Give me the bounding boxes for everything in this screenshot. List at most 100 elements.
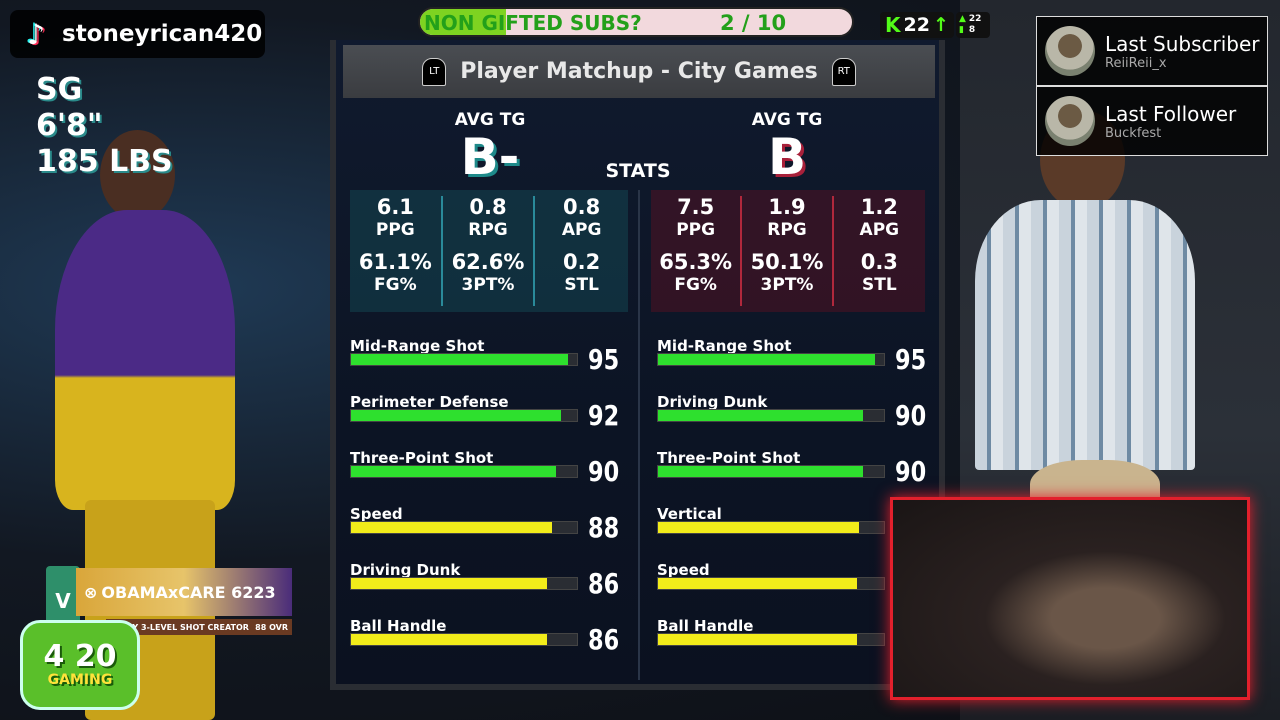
webcam-feed bbox=[890, 497, 1250, 700]
rt-button[interactable]: RT bbox=[831, 57, 856, 86]
attribute-value: 90 bbox=[895, 455, 927, 488]
last-subscriber-title: Last Subscriber bbox=[1105, 31, 1260, 56]
stat-cell: 1.9 RPG bbox=[742, 196, 834, 251]
kick-count: 22 bbox=[903, 14, 930, 36]
attribute-name: Ball Handle bbox=[350, 617, 447, 635]
tiktok-icon: ♪ bbox=[27, 17, 45, 51]
attribute-row: Driving Dunk 90 bbox=[657, 393, 947, 443]
player-banner: ⊗ OBAMAxCARE 6223 bbox=[76, 568, 292, 616]
stat-label: FG% bbox=[674, 275, 717, 295]
stats-label: STATS bbox=[605, 160, 671, 182]
right-grade: B bbox=[767, 128, 807, 186]
sub-goal-count: 2 / 10 bbox=[720, 11, 787, 35]
stat-value: 0.2 bbox=[563, 250, 601, 274]
stat-value: 61.1% bbox=[358, 250, 432, 274]
attribute-row: Three-Point Shot 90 bbox=[350, 449, 640, 499]
stat-value: 62.6% bbox=[451, 250, 525, 274]
attribute-name: Ball Handle bbox=[657, 617, 754, 635]
lt-button[interactable]: LT bbox=[422, 57, 447, 86]
left-player-position: SG bbox=[36, 72, 83, 107]
viewer-count-bottom: 8 bbox=[968, 25, 976, 35]
stat-label: RPG bbox=[468, 220, 508, 240]
stat-label: STL bbox=[861, 275, 897, 295]
center-divider bbox=[638, 190, 640, 680]
stat-cell: 0.2 STL bbox=[535, 251, 628, 306]
attribute-bar-fill bbox=[658, 578, 857, 589]
attribute-value: 86 bbox=[588, 623, 620, 656]
stat-label: FG% bbox=[374, 275, 417, 295]
left-stats-box: 6.1 PPG 0.8 RPG 0.8 APG 61.1% FG% 62.6% 3PT% … bbox=[350, 190, 628, 312]
attribute-value: 95 bbox=[588, 343, 620, 376]
stat-label: STL bbox=[564, 275, 599, 295]
stats-icon: ▲ ▮ bbox=[959, 14, 966, 35]
panel-header: LT Player Matchup - City Games RT bbox=[343, 45, 935, 98]
attribute-bar-fill bbox=[351, 354, 568, 365]
attribute-value: 88 bbox=[588, 511, 620, 544]
attribute-name: Three-Point Shot bbox=[657, 449, 801, 467]
gamertag: OBAMAxCARE 6223 bbox=[101, 582, 276, 602]
arrow-up-icon: ↑ bbox=[932, 14, 949, 36]
stat-label: 3PT% bbox=[461, 275, 515, 295]
attribute-bar bbox=[350, 577, 578, 590]
stat-value: 6.1 bbox=[376, 195, 414, 219]
right-grade-label: AVG TG bbox=[751, 110, 823, 130]
stat-cell: 0.3 STL bbox=[834, 251, 925, 306]
last-follower-name: Buckfest bbox=[1105, 125, 1162, 141]
attribute-name: Mid-Range Shot bbox=[657, 337, 792, 355]
attribute-bar bbox=[657, 577, 885, 590]
stat-value: 7.5 bbox=[677, 195, 715, 219]
420-gaming-logo: 4 20 GAMING bbox=[20, 620, 140, 710]
attribute-bar bbox=[657, 633, 885, 646]
subscriber-avatar bbox=[1045, 26, 1095, 76]
left-player-weight: 185 LBS bbox=[36, 144, 173, 179]
left-grade: B- bbox=[460, 128, 520, 186]
last-follower-alert: Last Follower Buckfest bbox=[1036, 86, 1268, 156]
attribute-bar bbox=[350, 353, 578, 366]
attribute-name: Driving Dunk bbox=[350, 561, 461, 579]
archetype-bar: 2-WAY 3-LEVEL SHOT CREATOR 88 OVR bbox=[106, 619, 292, 635]
attribute-name: Perimeter Defense bbox=[350, 393, 509, 411]
stat-label: PPG bbox=[676, 220, 716, 240]
attribute-bar-fill bbox=[658, 354, 875, 365]
stat-label: PPG bbox=[375, 220, 415, 240]
attribute-bar-fill bbox=[351, 522, 552, 533]
left-player-head bbox=[100, 130, 175, 220]
stat-label: APG bbox=[859, 220, 900, 240]
attribute-bar-fill bbox=[351, 466, 557, 477]
attribute-row: Mid-Range Shot 95 bbox=[350, 337, 640, 387]
left-player-hoodie bbox=[55, 210, 235, 510]
sub-goal-bar: NON GIFTED SUBS? 2 / 10 bbox=[418, 7, 854, 37]
attribute-bar bbox=[350, 633, 578, 646]
attribute-name: Three-Point Shot bbox=[350, 449, 494, 467]
attribute-bar-fill bbox=[658, 410, 864, 421]
archetype: 2-WAY 3-LEVEL SHOT CREATOR bbox=[110, 622, 249, 632]
right-player-shirt bbox=[975, 200, 1195, 470]
attribute-row: Mid-Range Shot 95 bbox=[657, 337, 947, 387]
attribute-bar bbox=[350, 521, 578, 534]
attribute-row: Three-Point Shot 90 bbox=[657, 449, 947, 499]
viewer-stats: ▲ ▮ 22 8 bbox=[956, 12, 990, 38]
attribute-bar-fill bbox=[658, 522, 859, 533]
stat-value: 1.2 bbox=[860, 195, 898, 219]
attribute-bar-fill bbox=[351, 578, 548, 589]
attribute-row: Perimeter Defense 92 bbox=[350, 393, 640, 443]
attribute-name: Speed bbox=[657, 561, 710, 579]
left-player-info: SG 6'8" 185 LBS bbox=[36, 72, 173, 180]
last-follower-title: Last Follower bbox=[1105, 101, 1237, 126]
sub-goal-fill bbox=[420, 9, 507, 35]
stat-value: 50.1% bbox=[750, 250, 824, 274]
tiktok-username-overlay: ♪ stoneyrican420 bbox=[10, 10, 265, 58]
follower-avatar bbox=[1045, 96, 1095, 146]
logo-word: GAMING bbox=[47, 672, 113, 688]
attribute-bar bbox=[657, 521, 885, 534]
attribute-bar bbox=[350, 409, 578, 422]
stat-label: APG bbox=[561, 220, 602, 240]
last-subscriber-alert: Last Subscriber ReiiReii_x bbox=[1036, 16, 1268, 86]
attribute-bar bbox=[657, 465, 885, 478]
stat-cell: 6.1 PPG bbox=[350, 196, 443, 251]
attribute-row: Driving Dunk 86 bbox=[350, 561, 640, 611]
stat-cell: 50.1% 3PT% bbox=[742, 250, 834, 306]
stat-value: 65.3% bbox=[659, 250, 733, 274]
attribute-name: Speed bbox=[350, 505, 403, 523]
attribute-bar-fill bbox=[658, 634, 857, 645]
